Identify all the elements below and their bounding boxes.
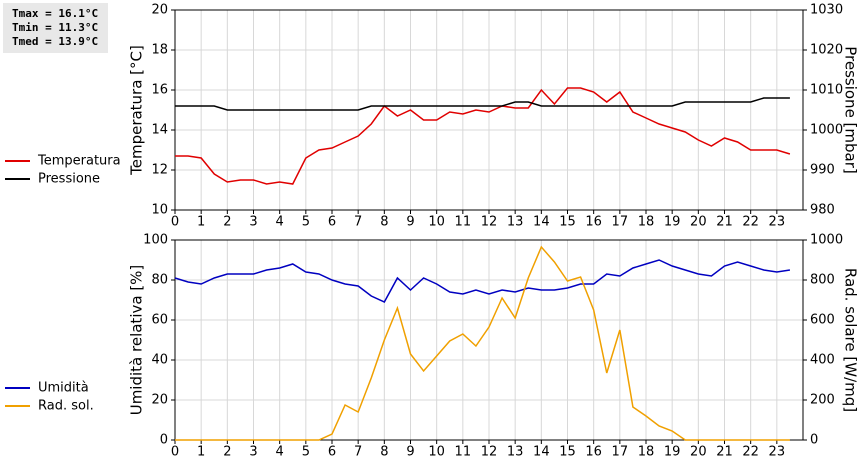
x-tick-label: 0 <box>171 215 179 230</box>
x-tick-label: 17 <box>612 445 629 460</box>
series-line <box>175 87 791 185</box>
y-tick-label: 20 <box>151 393 168 408</box>
series-line <box>175 97 790 111</box>
y2-tick-label: 1030 <box>810 3 843 18</box>
x-tick-label: 9 <box>406 215 414 230</box>
x-tick-label: 19 <box>664 445 681 460</box>
x-tick-label: 15 <box>559 445 576 460</box>
y-tick-label: 0 <box>160 433 168 448</box>
legend-label: Umidità <box>38 381 89 396</box>
x-tick-label: 3 <box>249 445 257 460</box>
x-tick-label: 22 <box>742 445 759 460</box>
y-tick-label: 60 <box>151 313 168 328</box>
x-tick-label: 10 <box>428 445 445 460</box>
y-tick-label: 80 <box>151 273 168 288</box>
x-tick-label: 23 <box>769 445 786 460</box>
x-tick-label: 2 <box>223 215 231 230</box>
x-tick-label: 13 <box>507 445 524 460</box>
x-tick-label: 19 <box>664 215 681 230</box>
x-tick-label: 8 <box>380 215 388 230</box>
y2-tick-label: 0 <box>810 433 818 448</box>
x-tick-label: 23 <box>769 215 786 230</box>
x-tick-label: 7 <box>354 215 362 230</box>
y-tick-label: 20 <box>151 3 168 18</box>
y2-axis-label: Rad. solare [W/mq] <box>842 268 860 412</box>
stats-box <box>3 3 108 53</box>
x-tick-label: 1 <box>197 445 205 460</box>
y2-tick-label: 1000 <box>810 233 843 248</box>
annotation: Tmin = 11.3°C <box>12 21 98 34</box>
x-tick-label: 14 <box>533 215 550 230</box>
plot-frame <box>174 9 804 211</box>
x-tick-label: 10 <box>428 215 445 230</box>
y2-tick-label: 1000 <box>810 123 843 138</box>
y-axis-label: Temperatura [°C] <box>128 45 146 176</box>
x-tick-label: 8 <box>380 445 388 460</box>
x-tick-label: 21 <box>716 215 733 230</box>
x-tick-label: 5 <box>302 215 310 230</box>
annotation: Tmed = 13.9°C <box>12 35 98 48</box>
plot-frame <box>174 239 804 441</box>
x-tick-label: 18 <box>638 215 655 230</box>
y-tick-label: 10 <box>151 203 168 218</box>
y2-tick-label: 200 <box>810 393 835 408</box>
y2-tick-label: 990 <box>810 163 835 178</box>
x-tick-label: 3 <box>249 215 257 230</box>
y-tick-label: 100 <box>143 233 168 248</box>
x-tick-label: 11 <box>455 445 472 460</box>
x-tick-label: 9 <box>406 445 414 460</box>
series-line <box>174 259 791 303</box>
y2-tick-label: 400 <box>810 353 835 368</box>
x-tick-label: 6 <box>328 215 336 230</box>
x-tick-label: 11 <box>455 215 472 230</box>
legend-label: Rad. sol. <box>38 399 94 414</box>
x-tick-label: 13 <box>507 215 524 230</box>
x-tick-label: 0 <box>171 445 179 460</box>
x-tick-label: 1 <box>197 215 205 230</box>
y2-tick-label: 600 <box>810 313 835 328</box>
x-tick-label: 18 <box>638 445 655 460</box>
x-tick-label: 4 <box>276 215 284 230</box>
x-tick-label: 12 <box>481 445 498 460</box>
x-tick-label: 16 <box>585 215 602 230</box>
x-tick-label: 22 <box>742 215 759 230</box>
x-tick-label: 14 <box>533 445 550 460</box>
series-line <box>175 245 790 441</box>
x-tick-label: 2 <box>223 445 231 460</box>
x-tick-label: 4 <box>276 445 284 460</box>
x-tick-label: 15 <box>559 215 576 230</box>
y2-axis-label: Pressione [mbar] <box>842 46 860 174</box>
legend-label: Pressione <box>38 172 100 187</box>
x-tick-label: 12 <box>481 215 498 230</box>
y2-tick-label: 1010 <box>810 83 843 98</box>
y-tick-label: 12 <box>151 163 168 178</box>
y-axis-label: Umidità relativa [%] <box>128 265 146 416</box>
x-tick-label: 20 <box>690 215 707 230</box>
annotation: Tmax = 16.1°C <box>12 7 98 20</box>
y-tick-label: 16 <box>151 83 168 98</box>
x-tick-label: 5 <box>302 445 310 460</box>
y2-tick-label: 1020 <box>810 43 843 58</box>
legend-label: Temperatura <box>37 154 121 169</box>
x-tick-label: 21 <box>716 445 733 460</box>
x-tick-label: 6 <box>328 445 336 460</box>
y-tick-label: 40 <box>151 353 168 368</box>
y2-tick-label: 800 <box>810 273 835 288</box>
x-tick-label: 7 <box>354 445 362 460</box>
x-tick-label: 17 <box>612 215 629 230</box>
x-tick-label: 20 <box>690 445 707 460</box>
y2-tick-label: 980 <box>810 203 835 218</box>
x-tick-label: 16 <box>585 445 602 460</box>
y-tick-label: 18 <box>151 43 168 58</box>
y-tick-label: 14 <box>151 123 168 138</box>
